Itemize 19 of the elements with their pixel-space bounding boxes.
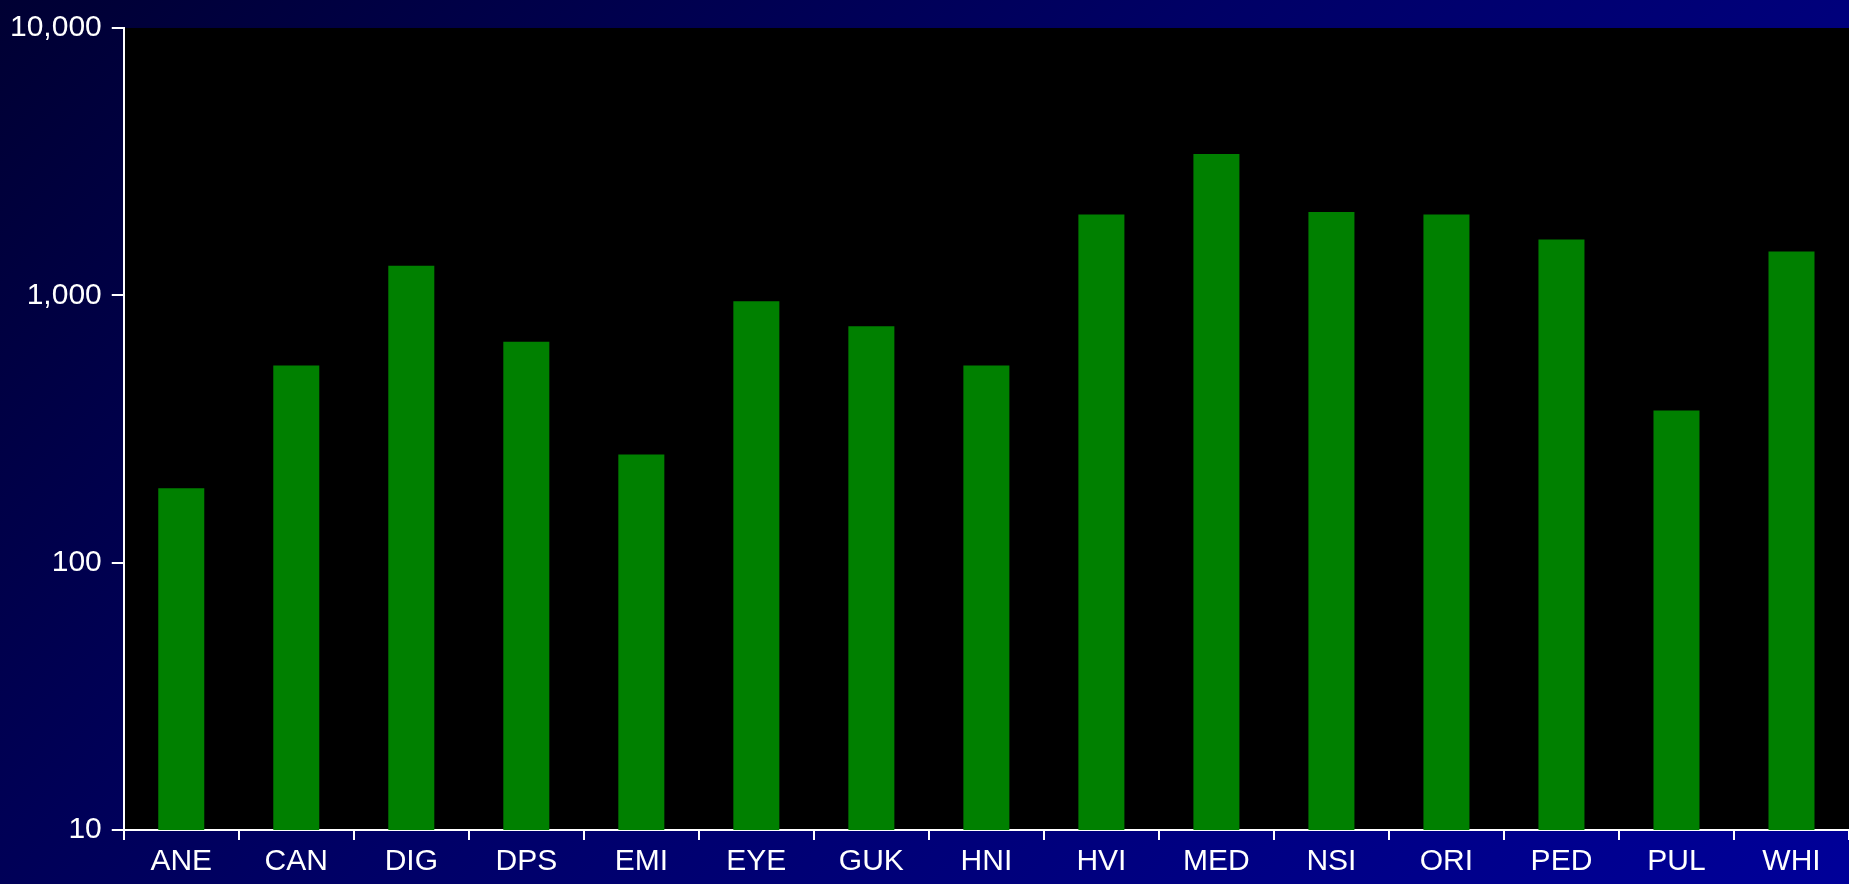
y-tick-label: 10,000 xyxy=(9,9,102,43)
y-tick-label: 1,000 xyxy=(26,276,102,310)
x-tick-label: GUK xyxy=(838,843,904,877)
x-tick-label: PUL xyxy=(1647,843,1706,877)
x-tick-label: HVI xyxy=(1076,843,1127,877)
x-tick-label: CAN xyxy=(264,843,328,877)
x-tick-label: PED xyxy=(1530,843,1593,877)
x-tick-label: HNI xyxy=(960,843,1013,877)
x-tick-label: ORI xyxy=(1419,843,1474,877)
x-tick-label: WHI xyxy=(1762,843,1821,877)
x-tick-label: DIG xyxy=(384,843,438,877)
y-tick-label: 100 xyxy=(51,543,102,577)
x-tick-label: MED xyxy=(1183,843,1250,877)
x-tick-label: DPS xyxy=(495,843,558,877)
x-tick-label: ANE xyxy=(150,843,213,877)
y-tick-label: 10 xyxy=(68,811,102,845)
x-tick-label: EMI xyxy=(614,843,668,877)
x-tick-label: EYE xyxy=(726,843,787,877)
x-tick-label: NSI xyxy=(1306,843,1357,877)
